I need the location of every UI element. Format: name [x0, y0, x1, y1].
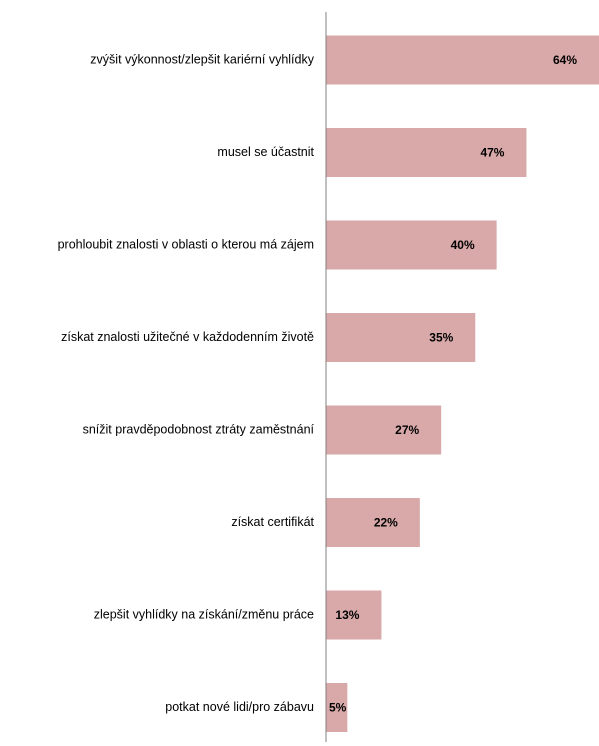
- category-label: potkat nové lidi/pro zábavu: [165, 700, 314, 714]
- data-label: 35%: [429, 331, 453, 345]
- data-label: 47%: [480, 146, 504, 160]
- data-label: 13%: [335, 608, 359, 622]
- data-label: 27%: [395, 423, 419, 437]
- bar-6: [326, 498, 420, 547]
- bar-4: [326, 313, 476, 362]
- value-labels: 64% 47% 40% 35% 27% 22% 13% 5%: [329, 53, 577, 715]
- category-labels: zvýšit výkonnost/zlepšit kariérní vyhlíd…: [58, 52, 315, 714]
- category-label: získat certifikát: [231, 515, 314, 529]
- category-label: zvýšit výkonnost/zlepšit kariérní vyhlíd…: [90, 52, 314, 66]
- bar-8: [326, 683, 348, 732]
- category-label: získat znalosti užitečné v každodenním ž…: [61, 330, 314, 344]
- bar-1: [326, 35, 599, 85]
- data-label: 64%: [553, 53, 577, 67]
- category-label: musel se účastnit: [217, 145, 314, 159]
- data-label: 5%: [329, 701, 347, 715]
- bar-2: [326, 128, 527, 177]
- data-label: 22%: [374, 516, 398, 530]
- bar-7: [326, 590, 382, 640]
- category-label: snížit pravděpodobnost ztráty zaměstnání: [83, 422, 315, 436]
- category-label: prohloubit znalosti v oblasti o kterou m…: [58, 237, 314, 251]
- category-label: zlepšit vyhlídky na získání/změnu práce: [94, 607, 314, 621]
- bars: [326, 35, 599, 732]
- bar-3: [326, 220, 497, 270]
- data-label: 40%: [451, 238, 475, 252]
- bar-5: [326, 405, 442, 455]
